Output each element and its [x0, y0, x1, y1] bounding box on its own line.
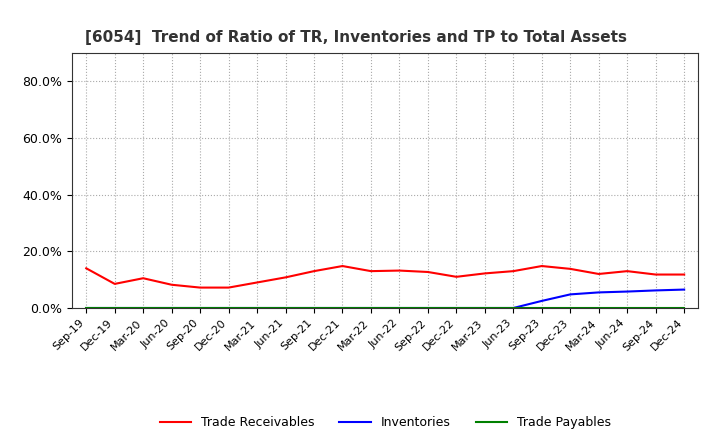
Inventories — [139, 305, 148, 311]
Trade Payables — [110, 305, 119, 311]
Inventories — [537, 298, 546, 304]
Trade Receivables — [452, 274, 461, 279]
Trade Payables — [196, 305, 204, 311]
Trade Payables — [82, 305, 91, 311]
Trade Receivables — [595, 271, 603, 277]
Trade Payables — [139, 305, 148, 311]
Trade Receivables — [253, 280, 261, 285]
Legend: Trade Receivables, Inventories, Trade Payables: Trade Receivables, Inventories, Trade Pa… — [155, 411, 616, 434]
Inventories — [82, 305, 91, 311]
Trade Receivables — [310, 268, 318, 274]
Inventories — [480, 305, 489, 311]
Inventories — [509, 305, 518, 311]
Trade Payables — [338, 305, 347, 311]
Trade Payables — [509, 305, 518, 311]
Trade Receivables — [680, 272, 688, 277]
Inventories — [110, 305, 119, 311]
Inventories — [452, 305, 461, 311]
Trade Payables — [595, 305, 603, 311]
Trade Payables — [366, 305, 375, 311]
Inventories — [595, 290, 603, 295]
Trade Receivables — [566, 266, 575, 271]
Trade Payables — [225, 305, 233, 311]
Trade Receivables — [623, 268, 631, 274]
Inventories — [225, 305, 233, 311]
Trade Payables — [680, 305, 688, 311]
Trade Receivables — [196, 285, 204, 290]
Trade Payables — [566, 305, 575, 311]
Inventories — [680, 287, 688, 292]
Trade Receivables — [282, 275, 290, 280]
Trade Receivables — [110, 281, 119, 286]
Trade Payables — [395, 305, 404, 311]
Trade Receivables — [537, 264, 546, 269]
Text: [6054]  Trend of Ratio of TR, Inventories and TP to Total Assets: [6054] Trend of Ratio of TR, Inventories… — [84, 29, 626, 45]
Inventories — [395, 305, 404, 311]
Trade Receivables — [139, 275, 148, 281]
Trade Receivables — [652, 272, 660, 277]
Trade Receivables — [167, 282, 176, 287]
Inventories — [282, 305, 290, 311]
Trade Receivables — [423, 269, 432, 275]
Inventories — [366, 305, 375, 311]
Inventories — [253, 305, 261, 311]
Trade Receivables — [366, 268, 375, 274]
Trade Receivables — [338, 264, 347, 269]
Line: Inventories: Inventories — [86, 290, 684, 308]
Trade Payables — [310, 305, 318, 311]
Line: Trade Receivables: Trade Receivables — [86, 266, 684, 288]
Trade Receivables — [509, 268, 518, 274]
Inventories — [423, 305, 432, 311]
Inventories — [196, 305, 204, 311]
Trade Payables — [253, 305, 261, 311]
Inventories — [167, 305, 176, 311]
Trade Receivables — [480, 271, 489, 276]
Trade Payables — [480, 305, 489, 311]
Trade Payables — [537, 305, 546, 311]
Inventories — [623, 289, 631, 294]
Inventories — [652, 288, 660, 293]
Trade Payables — [652, 305, 660, 311]
Trade Payables — [423, 305, 432, 311]
Inventories — [338, 305, 347, 311]
Trade Payables — [167, 305, 176, 311]
Trade Payables — [452, 305, 461, 311]
Inventories — [310, 305, 318, 311]
Trade Receivables — [395, 268, 404, 273]
Trade Receivables — [225, 285, 233, 290]
Inventories — [566, 292, 575, 297]
Trade Receivables — [82, 266, 91, 271]
Trade Payables — [282, 305, 290, 311]
Trade Payables — [623, 305, 631, 311]
